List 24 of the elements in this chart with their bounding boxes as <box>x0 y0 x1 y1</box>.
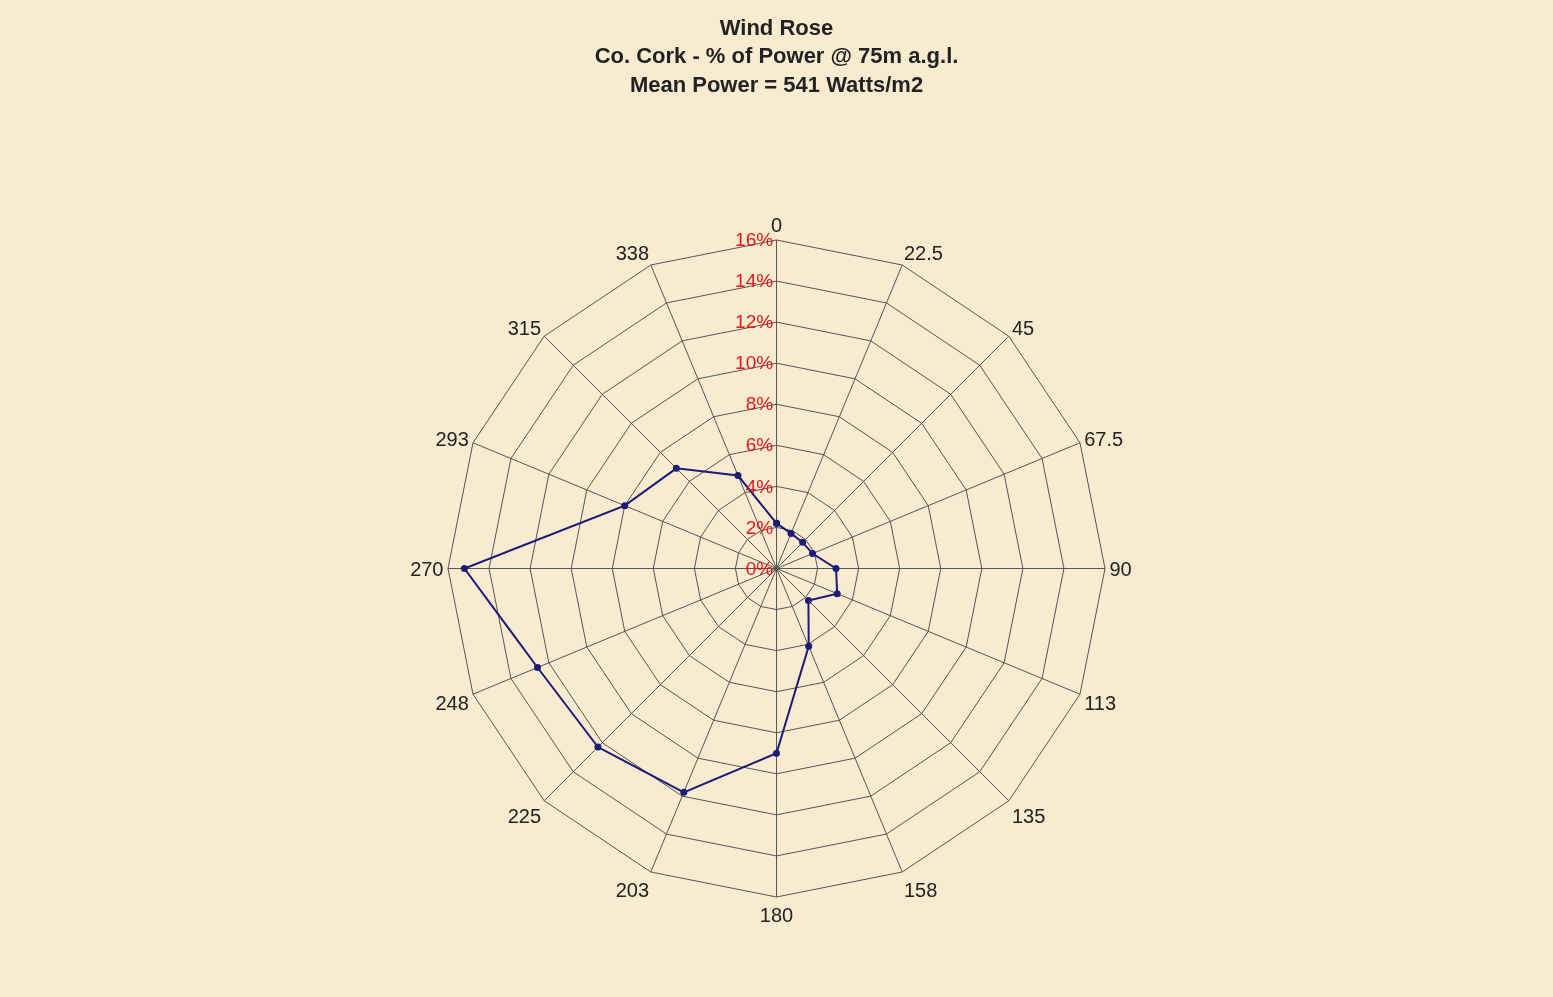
spoke-label: 270 <box>410 557 444 580</box>
y-tick-label: 10% <box>735 352 774 374</box>
spoke-label: 315 <box>507 317 542 340</box>
y-tick-label: 12% <box>735 311 774 333</box>
spoke-label: 90 <box>1109 557 1132 580</box>
chart-title: Wind Rose <box>719 14 834 40</box>
spoke-label: 293 <box>435 428 469 450</box>
y-tick-label: 2% <box>745 516 774 538</box>
spoke-label: 67.5 <box>1084 428 1124 450</box>
spoke-label: 225 <box>507 805 542 828</box>
y-tick-label: 14% <box>735 270 774 292</box>
spoke-label: 22.5 <box>903 241 943 264</box>
spoke-label: 45 <box>1011 317 1035 340</box>
spoke-label: 180 <box>759 903 794 926</box>
spoke-label: 338 <box>615 241 650 264</box>
spoke-label: 0 <box>770 213 783 236</box>
spoke-label: 248 <box>435 692 469 715</box>
spoke-label: 113 <box>1084 692 1117 715</box>
spoke-label: 158 <box>903 879 938 902</box>
chart-subtitle: Co. Cork - % of Power @ 75m a.g.l. Mean Power = 541 Watts/m2 <box>594 43 959 98</box>
y-tick-label: 8% <box>745 393 774 415</box>
spoke-label: 135 <box>1011 805 1046 828</box>
y-tick-label: 6% <box>745 434 774 456</box>
spoke-label: 203 <box>615 879 650 902</box>
